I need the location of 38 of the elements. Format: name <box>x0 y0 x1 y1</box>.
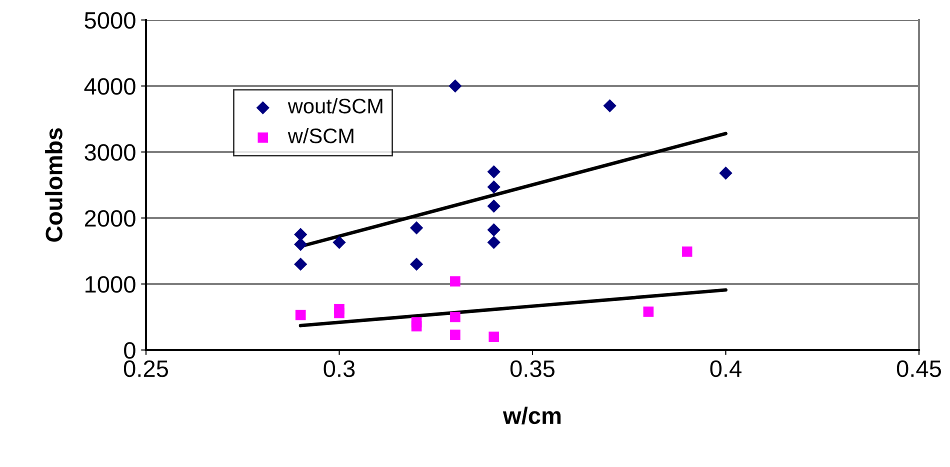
point <box>448 79 462 93</box>
point <box>332 236 346 250</box>
point <box>643 306 654 317</box>
x-tick-label: 0.25 <box>124 360 168 378</box>
y-tick-label: 5000 <box>84 12 136 29</box>
point <box>450 312 460 322</box>
point <box>487 223 500 236</box>
x-tick-label: 0.35 <box>510 360 554 378</box>
point <box>294 238 308 251</box>
y-axis-title: Coulombs <box>45 128 62 242</box>
point <box>294 258 308 271</box>
x-axis-title: w/cm <box>502 406 561 424</box>
point <box>450 276 460 287</box>
y-tick-label: 4000 <box>84 78 136 95</box>
point <box>450 330 460 340</box>
y-tick-label: 3000 <box>84 144 136 161</box>
legend-label: w/SCM <box>288 128 354 144</box>
x-tick-label: 0.4 <box>710 360 742 378</box>
point <box>410 258 424 271</box>
y-tick-label: 0 <box>124 342 136 359</box>
point <box>487 165 500 178</box>
point <box>682 246 692 257</box>
point <box>719 166 732 180</box>
x-tick-label: 0.3 <box>324 360 355 378</box>
point <box>603 99 616 112</box>
point <box>411 321 422 332</box>
point <box>410 221 424 234</box>
point <box>334 308 344 318</box>
y-tick-label: 2000 <box>84 210 136 227</box>
point <box>487 236 500 250</box>
y-tick-label: 1000 <box>86 276 136 293</box>
point <box>294 228 308 242</box>
legend-label: wout/SCM <box>288 98 382 114</box>
x-tick-label: 0.45 <box>896 360 941 378</box>
point <box>487 180 500 194</box>
point <box>487 200 500 213</box>
point <box>488 332 499 342</box>
point <box>295 310 306 320</box>
